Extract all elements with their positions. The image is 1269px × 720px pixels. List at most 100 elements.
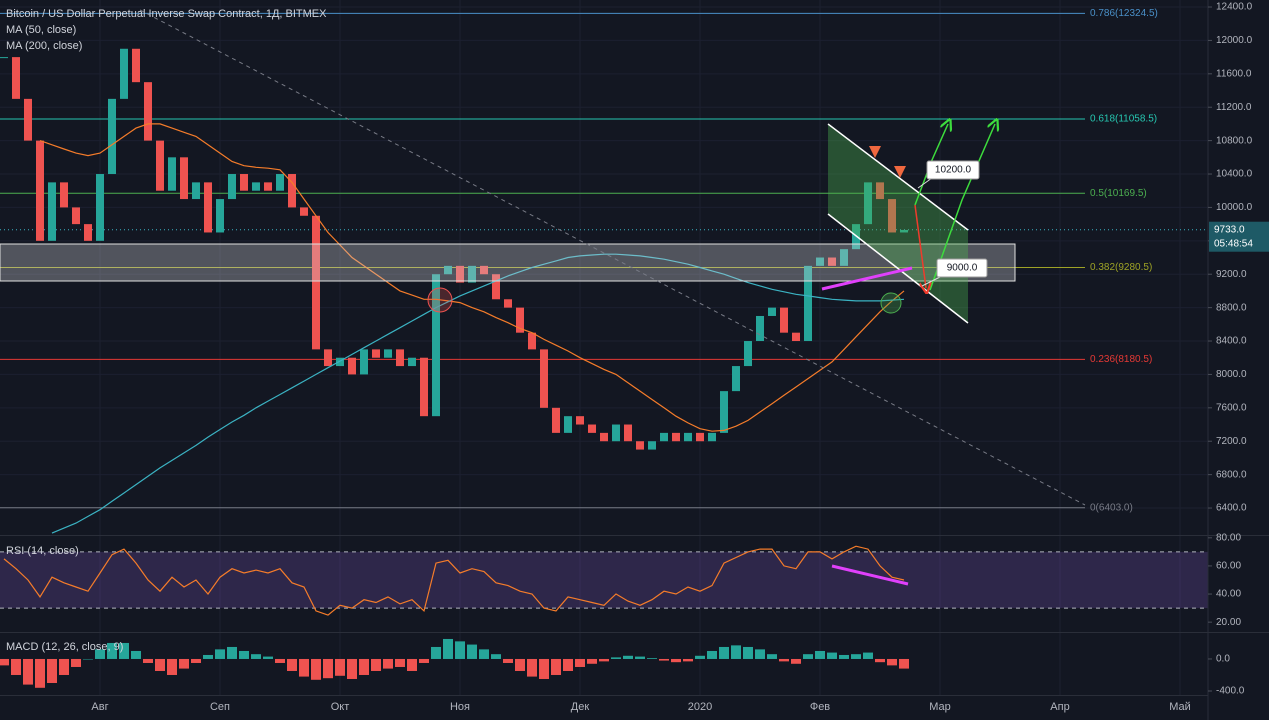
macd-bar [323,658,333,679]
candle [300,207,308,216]
candle [204,182,212,233]
y-tick-label: 7600.0 [1216,402,1247,413]
x-tick-label: Окт [331,701,350,713]
candle [48,182,56,241]
macd-bar [575,658,585,667]
macd-bar [671,658,681,663]
macd-bar [383,658,393,669]
legend-entry: MA (200, close) [6,40,82,52]
y-tick-label: 10400.0 [1216,169,1253,180]
candle [528,332,536,350]
candle [312,215,320,350]
candle [636,441,644,450]
callout-text: 9000.0 [947,263,978,274]
macd-bar [719,646,729,659]
macd-bar [47,658,57,683]
y-tick-label: 9200.0 [1216,269,1247,280]
circle [880,292,902,314]
macd-bar [767,654,777,659]
macd-bar [863,652,873,659]
fib-label: 0.382(9280.5) [1090,262,1152,273]
candle [564,416,572,433]
macd-bar [647,658,657,659]
candle [756,315,764,342]
macd-bar [851,654,861,659]
macd-bar [227,646,237,659]
macd-bar [887,658,897,666]
candle [336,357,344,367]
macd-bar [611,657,621,659]
fib-label: 0(6403.0) [1090,502,1133,513]
macd-bar [539,658,549,679]
macd-bar [503,658,513,663]
candle [12,57,20,99]
candle [648,441,656,450]
macd-bar [479,649,489,659]
chart-title: Bitcoin / US Dollar Perpetual Inverse Sw… [6,8,327,20]
candle [240,174,248,191]
candle [372,349,380,358]
candle [180,157,188,200]
candle [780,307,788,333]
fib-label: 0.618(11058.5) [1090,114,1157,125]
y-tick-label: 10800.0 [1216,135,1253,146]
macd-bar [11,658,21,675]
macd-bar [563,658,573,671]
macd-bar [179,658,189,669]
candle [480,265,488,275]
candle [228,174,236,200]
rsi-band [0,551,1208,609]
macd-bar [107,642,117,659]
candle [96,174,104,241]
divergence [821,266,913,291]
y-tick-label: 6800.0 [1216,469,1247,480]
trend-line [139,9,1086,506]
marks: 0.786(12324.5) 0.618(11058.5) 0.5(10169.5)… [0,8,1208,688]
y-tick-label: 20.00 [1216,617,1241,628]
macd-bar [359,658,369,675]
macd-bar [491,654,501,659]
macd-bar [155,658,165,671]
candle [600,432,608,442]
candle [384,349,392,358]
candle [540,349,548,408]
candle [684,432,692,442]
channel-top [827,123,969,231]
candle [732,366,740,392]
candle [708,432,716,442]
macd-bar [839,654,849,659]
macd-bar [455,641,465,659]
candle [624,424,632,442]
candle [60,182,68,208]
candle [888,199,896,233]
macd-bar [371,658,381,671]
candle [468,265,476,283]
candle [132,48,140,83]
candle [408,357,416,367]
marker [894,166,906,178]
macd-bar [23,658,33,685]
channel [828,124,968,323]
candle [696,432,704,442]
callout [936,258,988,278]
macd-bar [71,658,81,667]
y-tick-label: 11600.0 [1216,68,1252,79]
macd-bar [683,658,693,662]
macd-bar [35,658,45,688]
macd-bar [167,658,177,675]
x-tick-label: Фев [810,701,830,713]
line [51,253,905,534]
y-tick-label: 8800.0 [1216,302,1247,313]
candle [276,174,284,191]
macd-bar [515,658,525,671]
macd-bar [707,650,717,659]
macd-bar [95,649,105,659]
candle [588,424,596,433]
price-tag [1209,221,1269,252]
x-tick-label: Авг [91,701,108,713]
candle [792,332,800,342]
x-tick-label: Май [1169,701,1191,713]
macd-bar [755,649,765,659]
